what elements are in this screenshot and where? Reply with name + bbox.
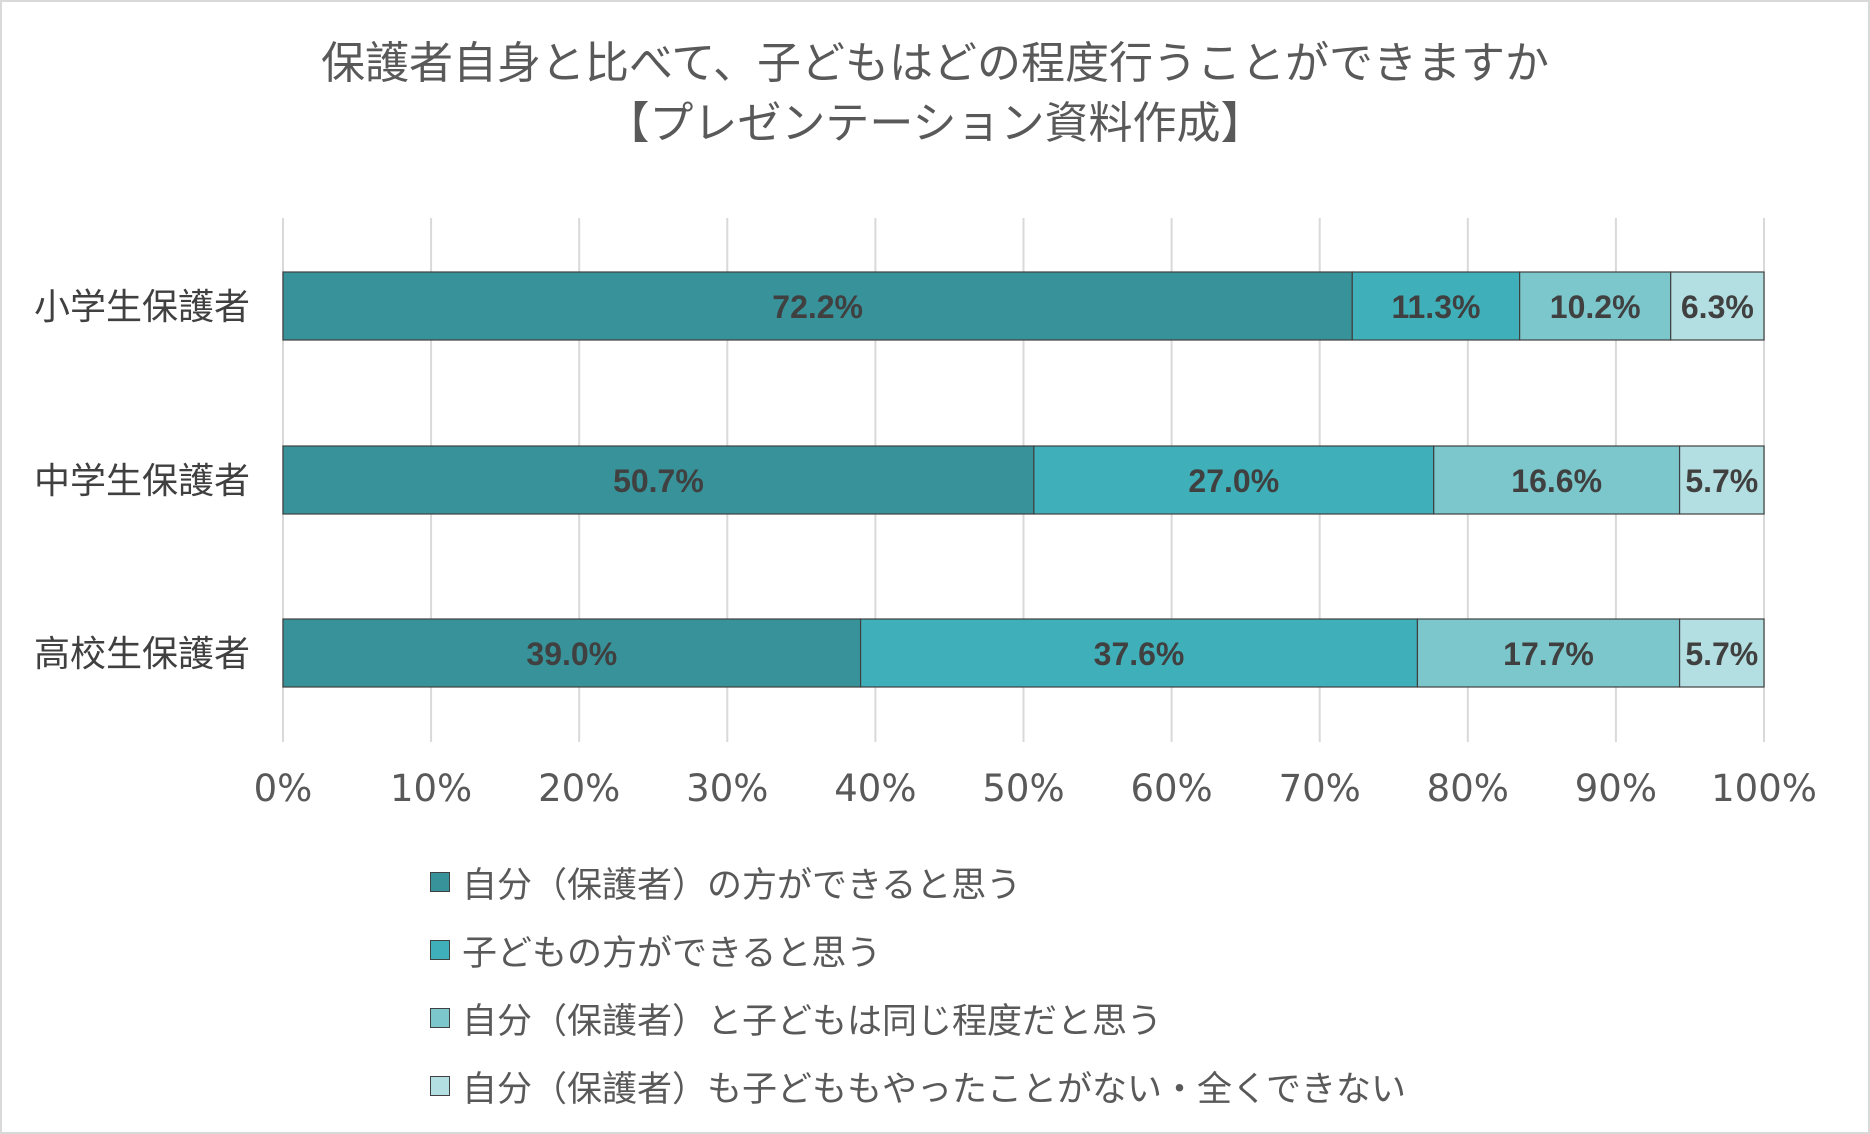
legend-label-3: 自分（保護者）も子どももやったことがない・全くできない — [462, 1069, 1406, 1110]
bar-segment — [282, 618, 862, 688]
legend-swatch-0 — [430, 872, 450, 892]
data-label: 39.0% — [526, 636, 617, 672]
data-label: 5.7% — [1685, 636, 1758, 672]
x-tick-label: 60% — [1130, 767, 1212, 810]
x-tick-label: 0% — [254, 767, 313, 810]
legend: 自分（保護者）の方ができると思う 子どもの方ができると思う 自分（保護者）と子ど… — [430, 848, 1406, 1120]
legend-label-1: 子どもの方ができると思う — [462, 933, 882, 974]
legend-swatch-2 — [430, 1008, 450, 1028]
x-tick-label: 10% — [390, 767, 472, 810]
data-label: 10.2% — [1550, 289, 1641, 325]
bar-segment — [282, 271, 1353, 341]
bar-segment — [859, 618, 1419, 688]
chart-title-line2: 【プレゼンテーション資料作成】 — [605, 98, 1265, 149]
x-tick-label: 20% — [538, 767, 620, 810]
legend-item: 自分（保護者）も子どももやったことがない・全くできない — [430, 1052, 1406, 1120]
legend-item: 自分（保護者）の方ができると思う — [430, 848, 1406, 916]
legend-item: 子どもの方ができると思う — [430, 916, 1406, 984]
legend-item: 自分（保護者）と子どもは同じ程度だと思う — [430, 984, 1406, 1052]
category-label: 小学生保護者 — [34, 287, 250, 328]
x-tick-label: 50% — [982, 767, 1064, 810]
bar-segment — [1670, 271, 1765, 341]
bar-segment — [282, 445, 1035, 515]
bar-segment — [1678, 618, 1765, 688]
legend-swatch-3 — [430, 1076, 450, 1096]
x-tick-label: 80% — [1427, 767, 1509, 810]
data-label: 50.7% — [613, 463, 704, 499]
data-label: 6.3% — [1681, 289, 1754, 325]
legend-swatch-1 — [430, 940, 450, 960]
bar-segment — [1416, 618, 1681, 688]
chart-title: 保護者自身と比べて、子どもはどの程度行うことができますか 【プレゼンテーション資… — [0, 34, 1870, 154]
bar-segment — [1678, 445, 1765, 515]
data-label: 5.7% — [1685, 463, 1758, 499]
data-label: 37.6% — [1094, 636, 1185, 672]
x-tick-label: 90% — [1575, 767, 1657, 810]
category-label: 中学生保護者 — [34, 461, 250, 502]
x-tick-label: 40% — [834, 767, 916, 810]
legend-label-2: 自分（保護者）と子どもは同じ程度だと思う — [462, 1001, 1163, 1042]
data-label: 72.2% — [772, 289, 863, 325]
category-label: 高校生保護者 — [34, 634, 250, 675]
data-label: 17.7% — [1503, 636, 1594, 672]
data-label: 16.6% — [1511, 463, 1602, 499]
chart-title-line1: 保護者自身と比べて、子どもはどの程度行うことができますか — [320, 38, 1550, 89]
legend-label-0: 自分（保護者）の方ができると思う — [462, 865, 1022, 906]
bar-segment — [1519, 271, 1672, 341]
x-tick-label: 100% — [1711, 767, 1817, 810]
data-label: 27.0% — [1188, 463, 1279, 499]
x-tick-label: 70% — [1279, 767, 1361, 810]
x-tick-label: 30% — [686, 767, 768, 810]
bar-segment — [1433, 445, 1681, 515]
data-label: 11.3% — [1391, 289, 1480, 325]
